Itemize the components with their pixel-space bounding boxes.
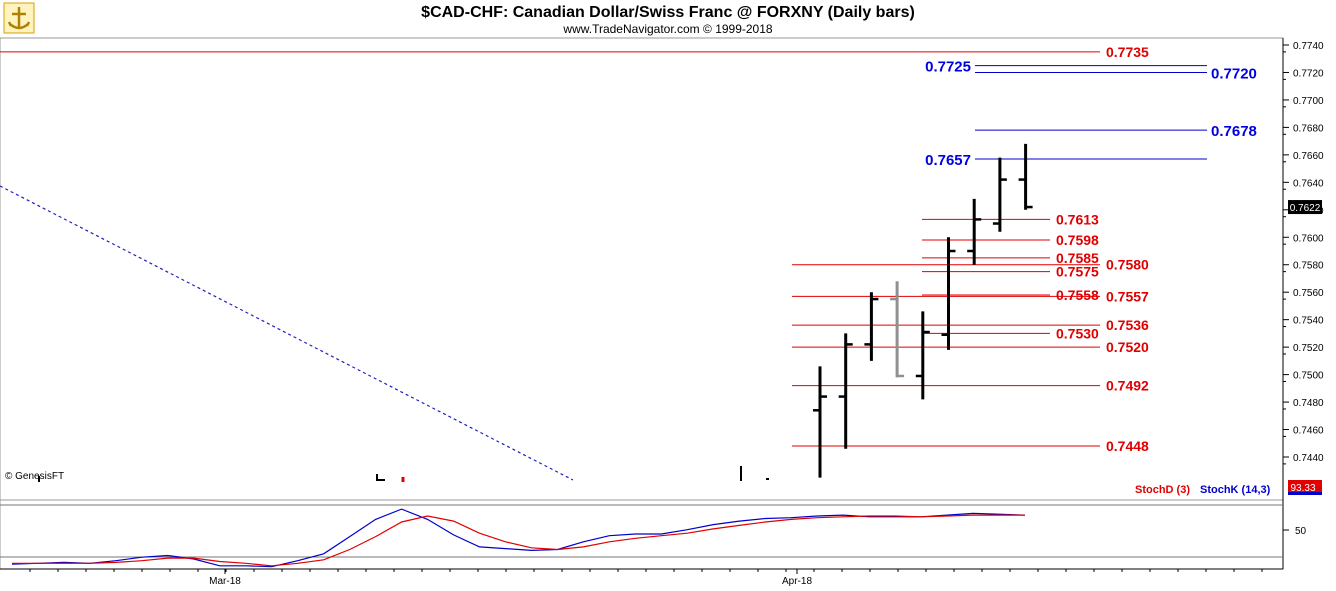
level-label-red: 0.7735 (1106, 44, 1149, 60)
level-label-red: 0.7520 (1106, 339, 1149, 355)
ohlc-bar (813, 366, 827, 478)
last-price-tag: 0.7622 (1288, 200, 1322, 215)
ohlc-bar (992, 157, 1007, 232)
price-tick-label: 0.7720 (1293, 68, 1324, 79)
price-tick-label: 0.7500 (1293, 371, 1324, 382)
level-label-red: 0.7580 (1106, 257, 1149, 273)
level-label-red: 0.7585 (1056, 250, 1099, 266)
price-tick-label: 0.7660 (1293, 151, 1324, 162)
ohlc-bar (838, 333, 853, 449)
price-tick-label: 0.7580 (1293, 261, 1324, 272)
trade-navigator-logo-icon (3, 2, 35, 34)
price-tick-label: 0.7540 (1293, 316, 1324, 327)
stochastic-line-d (12, 514, 1025, 567)
legend-stochd: StochD (3) (1135, 484, 1190, 496)
stochastic-last-tag: 93.33 (1288, 480, 1322, 495)
level-label-blue: 0.7678 (1211, 123, 1257, 140)
price-tick-label: 0.7560 (1293, 288, 1324, 299)
price-tick-label: 0.7680 (1293, 123, 1324, 134)
level-label-red: 0.7598 (1056, 232, 1099, 248)
level-label-red: 0.7557 (1106, 288, 1149, 304)
price-tick-label: 0.7600 (1293, 233, 1324, 244)
level-label-blue: 0.7657 (925, 152, 971, 169)
level-label-red: 0.7536 (1106, 317, 1149, 333)
price-tick-label: 0.7740 (1293, 41, 1324, 52)
legend-stochk: StochK (14,3) (1200, 484, 1271, 496)
stochastic-last-value: 93.33 (1290, 483, 1315, 494)
last-price-label: 0.7622 (1290, 203, 1321, 214)
genesis-watermark: © GenesisFT (5, 471, 64, 482)
time-tick-label: Mar-18 (209, 576, 241, 587)
level-label-red: 0.7530 (1056, 325, 1099, 341)
level-label-red: 0.7575 (1056, 264, 1099, 280)
price-tick-label: 0.7480 (1293, 398, 1324, 409)
ohlc-bar (915, 311, 930, 400)
ohlc-bar (864, 292, 879, 361)
time-tick-label: Apr-18 (782, 576, 812, 587)
ohlc-bar (890, 281, 905, 378)
level-label-blue: 0.7720 (1211, 65, 1257, 82)
stray-bar-marks (38, 466, 769, 482)
price-tick-label: 0.7440 (1293, 453, 1324, 464)
level-label-red: 0.7448 (1106, 438, 1149, 454)
price-tick-label: 0.7520 (1293, 343, 1324, 354)
ohlc-bar (1018, 143, 1033, 210)
level-label-red: 0.7558 (1056, 287, 1099, 303)
level-label-red: 0.7613 (1056, 211, 1099, 227)
chart-title: $CAD-CHF: Canadian Dollar/Swiss Franc @ … (421, 4, 915, 21)
level-label-red: 0.7492 (1106, 378, 1149, 394)
price-tick-label: 0.7640 (1293, 178, 1324, 189)
ohlc-bar (967, 198, 982, 265)
level-label-blue: 0.7725 (925, 59, 971, 76)
trendline (0, 185, 574, 481)
price-tick-label: 0.7460 (1293, 426, 1324, 437)
ohlc-bar (941, 237, 956, 350)
stochastic-tick-label: 50 (1295, 526, 1307, 537)
stochastic-guide-lines (0, 504, 1283, 558)
price-tick-label: 0.7700 (1293, 96, 1324, 107)
chart-subtitle: www.TradeNavigator.com © 1999-2018 (562, 22, 772, 36)
